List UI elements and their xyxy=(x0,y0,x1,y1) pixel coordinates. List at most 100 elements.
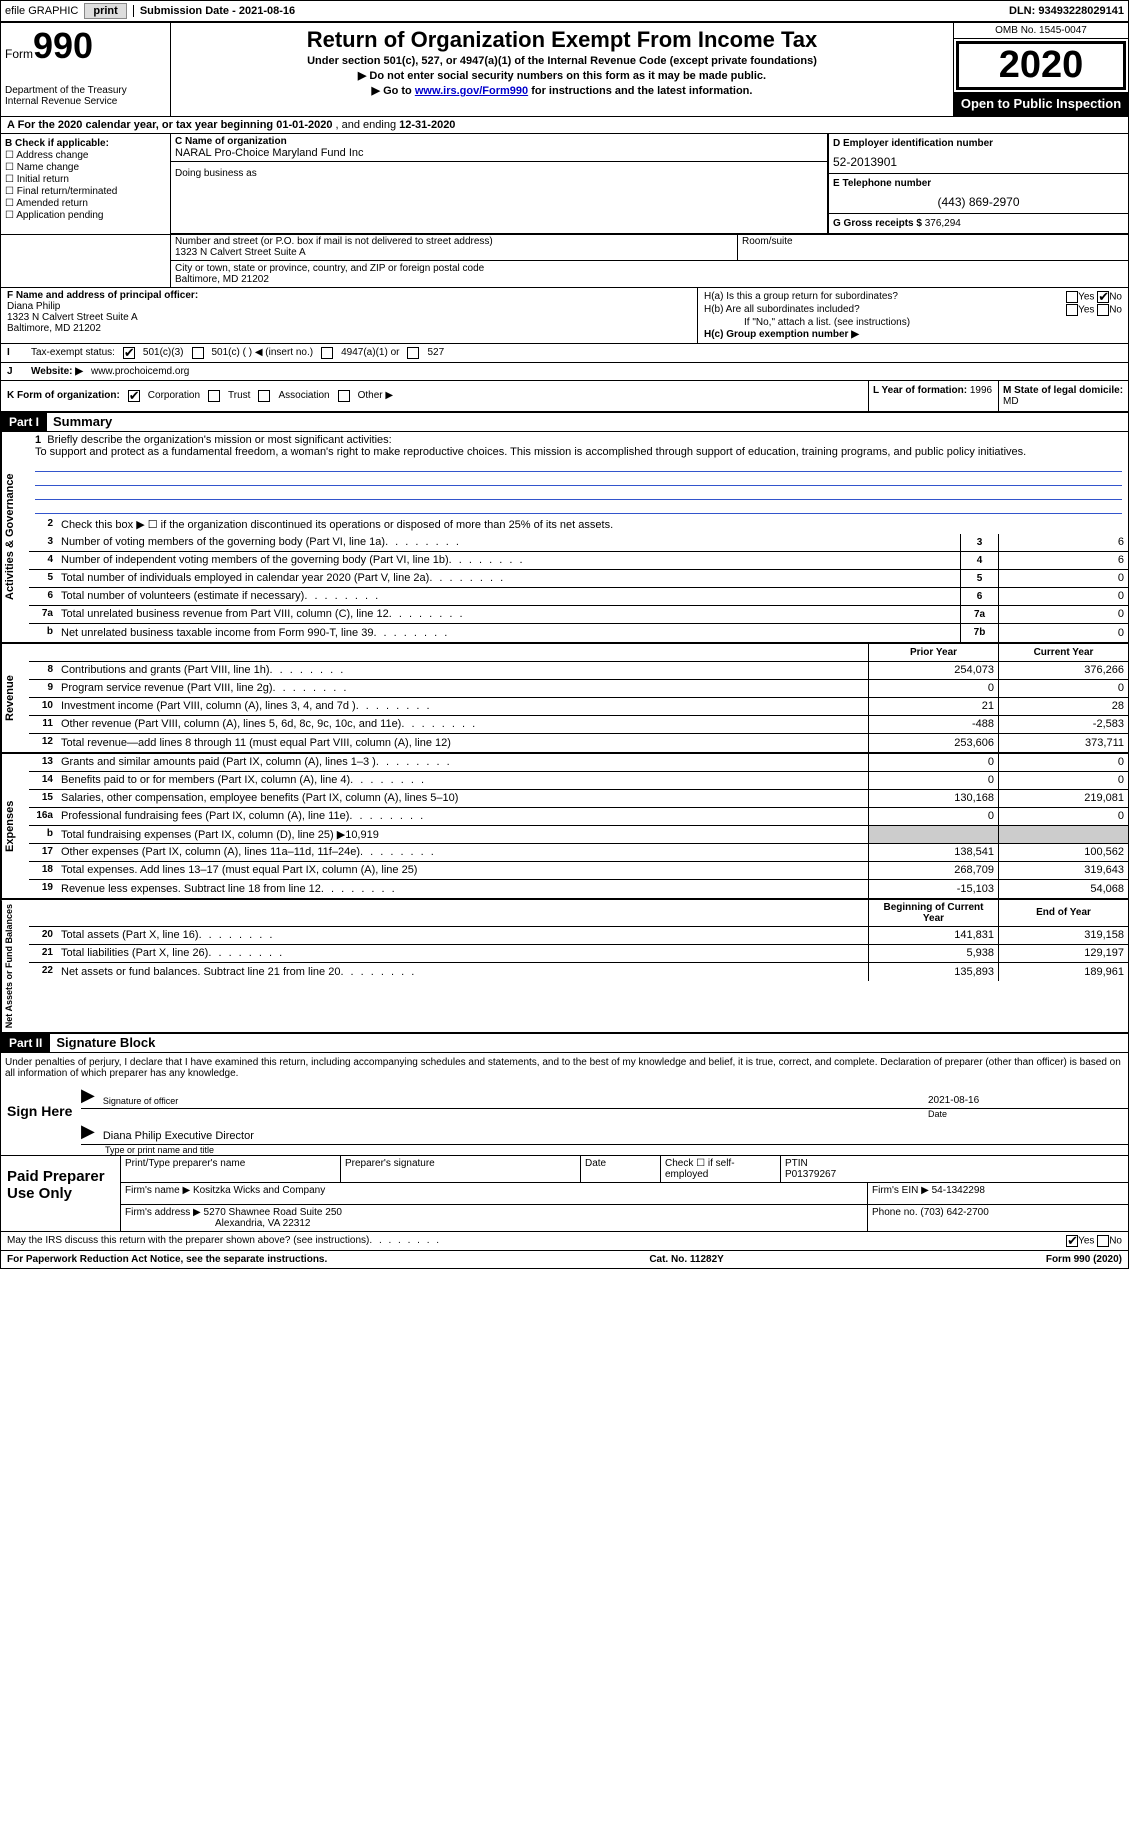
org-name: NARAL Pro-Choice Maryland Fund Inc xyxy=(175,147,823,159)
form-990: Form990 Department of the Treasury Inter… xyxy=(0,22,1129,1269)
ein-value: 52-2013901 xyxy=(833,155,1124,169)
line-1-mission: 1 Briefly describe the organization's mi… xyxy=(29,432,1128,516)
chk-501c3[interactable] xyxy=(123,347,135,359)
arrow-icon: ▶ xyxy=(81,1085,95,1106)
officer-name: Diana Philip xyxy=(7,301,60,312)
line-14: Benefits paid to or for members (Part IX… xyxy=(57,772,868,789)
chk-final-return[interactable]: ☐ Final return/terminated xyxy=(5,186,166,197)
sign-here-block: Sign Here ▶ Signature of officer 2021-08… xyxy=(1,1083,1128,1156)
sig-date: 2021-08-16 xyxy=(928,1095,1128,1106)
firm-address: Firm's address ▶ 5270 Shawnee Road Suite… xyxy=(121,1205,868,1231)
sidelabel-revenue: Revenue xyxy=(1,644,29,752)
chk-corporation[interactable] xyxy=(128,390,140,402)
mission-text: To support and protect as a fundamental … xyxy=(35,446,1026,458)
ha-yes[interactable] xyxy=(1066,291,1078,303)
line-7a-val: 0 xyxy=(998,606,1128,623)
hb-no[interactable] xyxy=(1097,304,1109,316)
line-11: Other revenue (Part VIII, column (A), li… xyxy=(57,716,868,733)
line-6: Total number of volunteers (estimate if … xyxy=(57,588,960,605)
line-5: Total number of individuals employed in … xyxy=(57,570,960,587)
line-7a: Total unrelated business revenue from Pa… xyxy=(57,606,960,623)
form-ref: Form 990 (2020) xyxy=(1046,1254,1122,1265)
chk-amended[interactable]: ☐ Amended return xyxy=(5,198,166,209)
dept-treasury: Department of the Treasury xyxy=(5,85,166,96)
line-3-val: 6 xyxy=(998,534,1128,551)
firm-ein: Firm's EIN ▶ 54-1342298 xyxy=(868,1183,1128,1204)
chk-association[interactable] xyxy=(258,390,270,402)
c-label: C Name of organization xyxy=(175,136,287,147)
chk-address-change[interactable]: ☐ Address change xyxy=(5,150,166,161)
line-16b: Total fundraising expenses (Part IX, col… xyxy=(57,826,868,843)
line-21: Total liabilities (Part X, line 26) xyxy=(57,945,868,962)
ptin: PTINP01379267 xyxy=(781,1156,1128,1182)
activities-governance: Activities & Governance 1 Briefly descri… xyxy=(1,432,1128,644)
j-website: J Website: ▶ www.prochoicemd.org xyxy=(1,363,1128,381)
form-header: Form990 Department of the Treasury Inter… xyxy=(1,23,1128,117)
preparer-date-hdr: Date xyxy=(581,1156,661,1182)
irs-discuss-row: May the IRS discuss this return with the… xyxy=(1,1231,1128,1250)
part2-header: Part II Signature Block xyxy=(1,1034,1128,1053)
e-telephone: E Telephone number (443) 869-2970 xyxy=(829,174,1128,214)
discuss-yes[interactable] xyxy=(1066,1235,1078,1247)
header-grid: B Check if applicable: ☐ Address change … xyxy=(1,134,1128,235)
form-title: Return of Organization Exempt From Incom… xyxy=(177,27,947,53)
gross-receipts-value: 376,294 xyxy=(925,218,961,229)
expenses-section: Expenses 13Grants and similar amounts pa… xyxy=(1,754,1128,900)
line-18: Total expenses. Add lines 13–17 (must eq… xyxy=(57,862,868,879)
penalty-statement: Under penalties of perjury, I declare th… xyxy=(1,1053,1128,1083)
top-toolbar: efile GRAPHIC print Submission Date - 20… xyxy=(0,0,1129,22)
irs-link[interactable]: www.irs.gov/Form990 xyxy=(415,85,528,97)
chk-other[interactable] xyxy=(338,390,350,402)
sidelabel-net-assets: Net Assets or Fund Balances xyxy=(1,900,29,1032)
paid-preparer-block: Paid Preparer Use Only Print/Type prepar… xyxy=(1,1156,1128,1231)
website-value: www.prochoicemd.org xyxy=(91,366,189,377)
part1-header: Part I Summary xyxy=(1,413,1128,432)
signature-of-officer: Signature of officer xyxy=(103,1096,920,1106)
chk-name-change[interactable]: ☐ Name change xyxy=(5,162,166,173)
officer-name-title: Diana Philip Executive Director xyxy=(103,1130,254,1142)
row-a-tax-year: A For the 2020 calendar year, or tax yea… xyxy=(1,117,1128,134)
header-right: OMB No. 1545-0047 2020 Open to Public In… xyxy=(953,23,1128,116)
chk-527[interactable] xyxy=(407,347,419,359)
line-12: Total revenue—add lines 8 through 11 (mu… xyxy=(57,734,868,752)
revenue-section: Revenue Prior YearCurrent Year 8Contribu… xyxy=(1,644,1128,754)
dln: DLN: 93493228029141 xyxy=(1009,5,1124,17)
line-2: Check this box ▶ ☐ if the organization d… xyxy=(57,516,1128,534)
chk-app-pending[interactable]: ☐ Application pending xyxy=(5,210,166,221)
discuss-no[interactable] xyxy=(1097,1235,1109,1247)
line-20: Total assets (Part X, line 16) xyxy=(57,927,868,944)
chk-4947[interactable] xyxy=(321,347,333,359)
line-10: Investment income (Part VIII, column (A)… xyxy=(57,698,868,715)
net-assets-section: Net Assets or Fund Balances Beginning of… xyxy=(1,900,1128,1034)
m-state-domicile: M State of legal domicile: MD xyxy=(999,381,1128,411)
h-group-return: H(a) Is this a group return for subordin… xyxy=(698,288,1128,343)
line-15: Salaries, other compensation, employee b… xyxy=(57,790,868,807)
chk-trust[interactable] xyxy=(208,390,220,402)
chk-initial-return[interactable]: ☐ Initial return xyxy=(5,174,166,185)
instructions-link-line: ▶ Go to www.irs.gov/Form990 for instruct… xyxy=(177,84,947,97)
hb-yes[interactable] xyxy=(1066,304,1078,316)
fh-row: F Name and address of principal officer:… xyxy=(1,288,1128,344)
efile-label: efile GRAPHIC xyxy=(5,5,78,17)
preparer-sig-hdr: Preparer's signature xyxy=(341,1156,581,1182)
city-state-zip: City or town, state or province, country… xyxy=(171,261,1128,287)
line-5-val: 0 xyxy=(998,570,1128,587)
omb-number: OMB No. 1545-0047 xyxy=(954,23,1128,39)
line-9: Program service revenue (Part VIII, line… xyxy=(57,680,868,697)
sign-here-label: Sign Here xyxy=(1,1083,81,1155)
f-principal-officer: F Name and address of principal officer:… xyxy=(1,288,698,343)
line-22: Net assets or fund balances. Subtract li… xyxy=(57,963,868,981)
telephone-value: (443) 869-2970 xyxy=(833,195,1124,209)
col-c-org-info: C Name of organization NARAL Pro-Choice … xyxy=(171,134,1128,234)
print-button[interactable]: print xyxy=(84,3,126,19)
line-7b: Net unrelated business taxable income fr… xyxy=(57,624,960,642)
k-form-org: K Form of organization: Corporation Trus… xyxy=(1,381,1128,413)
chk-501c[interactable] xyxy=(192,347,204,359)
form-subtitle: Under section 501(c), 527, or 4947(a)(1)… xyxy=(177,55,947,67)
col-b-checkboxes: B Check if applicable: ☐ Address change … xyxy=(1,134,171,234)
preparer-name-hdr: Print/Type preparer's name xyxy=(121,1156,341,1182)
self-employed-chk[interactable]: Check ☐ if self-employed xyxy=(661,1156,781,1182)
ha-no[interactable] xyxy=(1097,291,1109,303)
street-address: Number and street (or P.O. box if mail i… xyxy=(171,234,738,260)
line-4: Number of independent voting members of … xyxy=(57,552,960,569)
